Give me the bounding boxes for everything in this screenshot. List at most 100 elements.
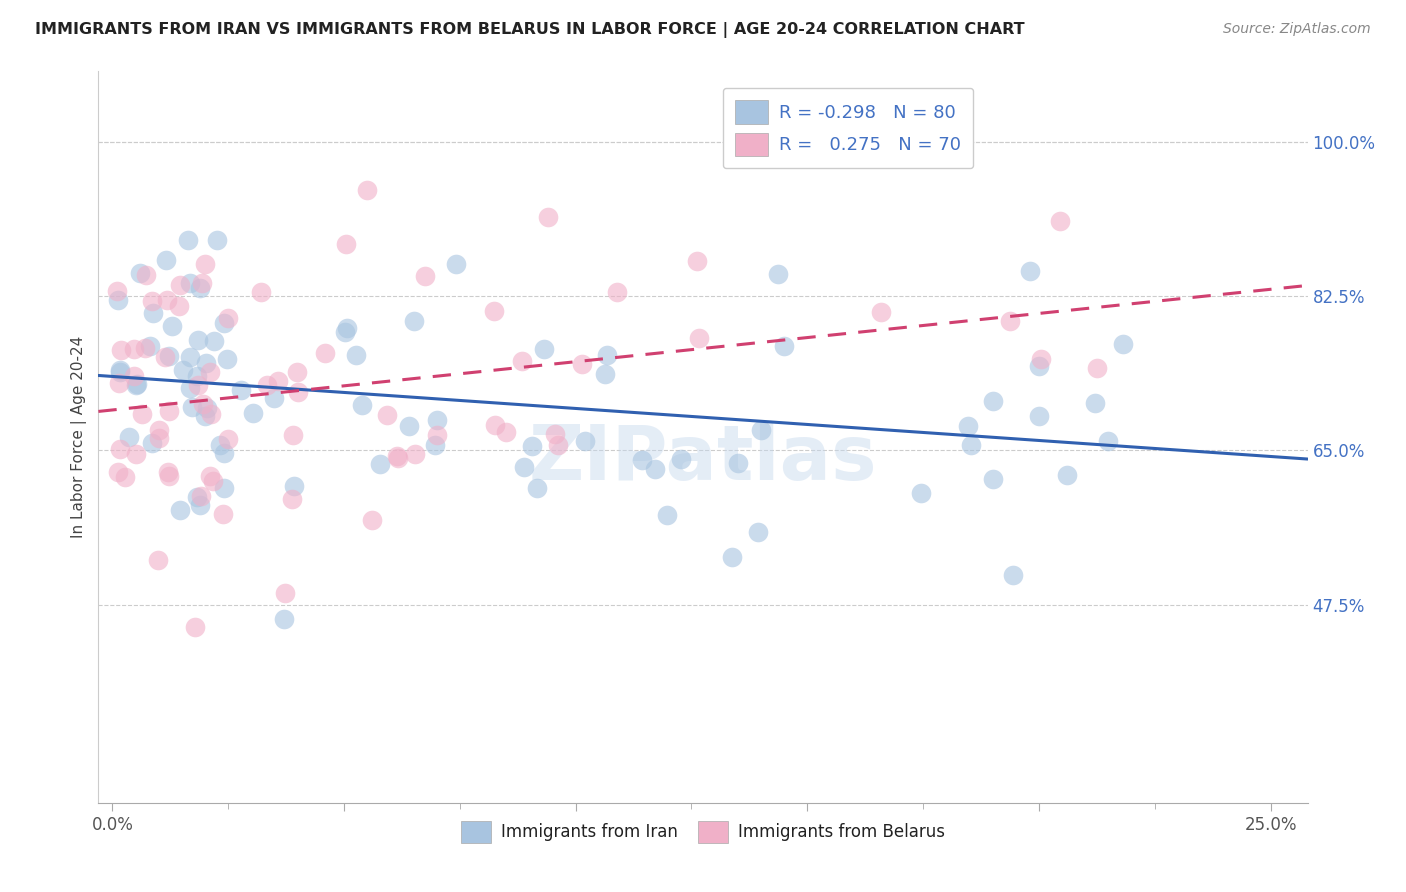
Point xyxy=(231,383,253,397)
Point xyxy=(139,339,162,353)
Point xyxy=(190,277,212,291)
Point xyxy=(114,470,136,484)
Point xyxy=(273,586,295,600)
Point xyxy=(1084,396,1107,410)
Point xyxy=(135,268,157,282)
Point xyxy=(1019,264,1042,278)
Point xyxy=(212,481,235,495)
Point xyxy=(375,408,398,422)
Point xyxy=(283,479,305,493)
Point xyxy=(526,481,548,495)
Point xyxy=(773,339,796,353)
Point xyxy=(188,498,211,512)
Point xyxy=(595,367,617,381)
Point xyxy=(194,409,217,424)
Point xyxy=(242,406,264,420)
Point xyxy=(981,393,1004,408)
Point xyxy=(194,356,217,370)
Point xyxy=(352,398,374,412)
Point xyxy=(273,612,295,626)
Point xyxy=(107,293,129,308)
Point xyxy=(444,257,467,271)
Point xyxy=(148,553,170,567)
Point xyxy=(510,354,533,368)
Point xyxy=(169,503,191,517)
Point xyxy=(1028,359,1050,373)
Point xyxy=(107,376,129,390)
Point xyxy=(747,525,769,540)
Point xyxy=(128,266,150,280)
Point xyxy=(533,342,555,356)
Legend: Immigrants from Iran, Immigrants from Belarus: Immigrants from Iran, Immigrants from Be… xyxy=(454,814,952,849)
Point xyxy=(344,348,367,362)
Point xyxy=(160,318,183,333)
Point xyxy=(287,384,309,399)
Point xyxy=(398,419,420,434)
Point xyxy=(122,343,145,357)
Point xyxy=(179,276,201,290)
Point xyxy=(368,457,391,471)
Point xyxy=(689,331,711,345)
Point xyxy=(870,305,893,319)
Point xyxy=(482,304,505,318)
Point xyxy=(156,293,179,308)
Point xyxy=(194,257,217,271)
Point xyxy=(217,310,239,325)
Point xyxy=(574,434,596,449)
Point xyxy=(202,474,225,488)
Point xyxy=(402,314,425,328)
Point xyxy=(571,357,593,371)
Point xyxy=(122,368,145,383)
Point xyxy=(314,346,336,360)
Point xyxy=(118,430,141,444)
Point xyxy=(156,466,179,480)
Point xyxy=(256,378,278,392)
Point xyxy=(179,350,201,364)
Point xyxy=(423,437,446,451)
Point xyxy=(108,365,131,379)
Point xyxy=(426,413,449,427)
Point xyxy=(413,268,436,283)
Point xyxy=(177,233,200,247)
Point xyxy=(520,439,543,453)
Point xyxy=(360,513,382,527)
Point xyxy=(134,341,156,355)
Point xyxy=(190,489,212,503)
Point xyxy=(157,349,180,363)
Point xyxy=(495,425,517,440)
Point xyxy=(267,374,290,388)
Point xyxy=(596,348,619,362)
Point xyxy=(131,407,153,421)
Point xyxy=(387,451,409,466)
Point xyxy=(142,306,165,320)
Point xyxy=(1028,409,1050,424)
Point xyxy=(186,368,208,383)
Point xyxy=(426,428,449,442)
Point xyxy=(336,321,359,335)
Point xyxy=(249,285,271,299)
Point xyxy=(669,451,692,466)
Point xyxy=(768,267,790,281)
Point xyxy=(998,314,1021,328)
Point xyxy=(1085,360,1108,375)
Point xyxy=(644,462,666,476)
Point xyxy=(155,253,177,268)
Point xyxy=(148,431,170,445)
Point xyxy=(108,442,131,456)
Point xyxy=(513,460,536,475)
Point xyxy=(209,438,232,452)
Point xyxy=(202,334,225,348)
Point xyxy=(110,343,132,357)
Point xyxy=(749,423,772,437)
Point xyxy=(910,486,932,500)
Point xyxy=(184,620,207,634)
Point xyxy=(186,490,208,504)
Point xyxy=(124,446,146,460)
Point xyxy=(283,428,305,442)
Point xyxy=(280,492,302,507)
Point xyxy=(1031,352,1053,367)
Point xyxy=(141,435,163,450)
Point xyxy=(285,365,308,379)
Point xyxy=(1001,567,1024,582)
Point xyxy=(263,392,285,406)
